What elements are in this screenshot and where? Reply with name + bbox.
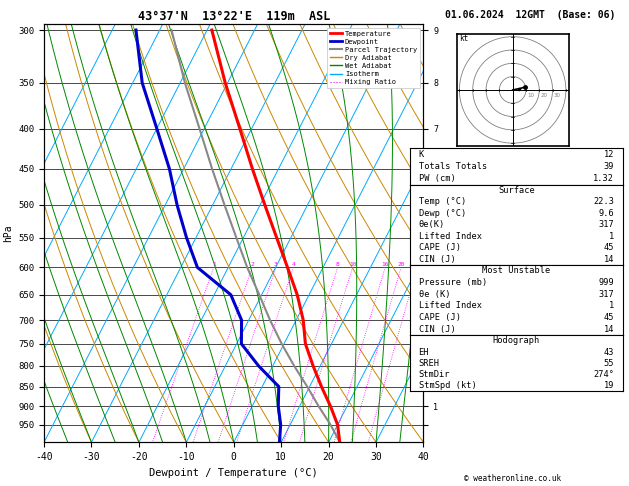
- Text: StmDir: StmDir: [419, 370, 450, 379]
- Text: 45: 45: [604, 243, 614, 252]
- Text: PW (cm): PW (cm): [419, 174, 455, 183]
- Text: 12: 12: [604, 150, 614, 159]
- Text: Temp (°C): Temp (°C): [419, 197, 466, 207]
- Text: 8: 8: [336, 262, 340, 267]
- Text: Totals Totals: Totals Totals: [419, 162, 487, 171]
- Text: SREH: SREH: [419, 359, 440, 368]
- Text: 55: 55: [604, 359, 614, 368]
- Text: 20: 20: [398, 262, 405, 267]
- Legend: Temperature, Dewpoint, Parcel Trajectory, Dry Adiabat, Wet Adiabat, Isotherm, Mi: Temperature, Dewpoint, Parcel Trajectory…: [327, 28, 420, 88]
- Text: θe (K): θe (K): [419, 290, 450, 299]
- Text: 999: 999: [598, 278, 614, 287]
- Text: 20: 20: [540, 92, 548, 98]
- Text: 10: 10: [527, 92, 534, 98]
- Y-axis label: hPa: hPa: [3, 225, 13, 242]
- Text: Pressure (mb): Pressure (mb): [419, 278, 487, 287]
- Text: kt: kt: [459, 34, 469, 43]
- Text: Lifted Index: Lifted Index: [419, 232, 482, 241]
- Text: Surface: Surface: [498, 186, 535, 195]
- Text: © weatheronline.co.uk: © weatheronline.co.uk: [464, 474, 561, 483]
- Text: 1.32: 1.32: [593, 174, 614, 183]
- Text: CIN (J): CIN (J): [419, 255, 455, 263]
- Text: K: K: [419, 150, 424, 159]
- Text: 25: 25: [414, 262, 421, 267]
- Text: 39: 39: [604, 162, 614, 171]
- Text: 19: 19: [604, 381, 614, 390]
- Text: Hodograph: Hodograph: [493, 336, 540, 346]
- Text: 9.6: 9.6: [598, 209, 614, 218]
- Text: CIN (J): CIN (J): [419, 325, 455, 334]
- Text: CAPE (J): CAPE (J): [419, 243, 460, 252]
- Text: θe(K): θe(K): [419, 220, 445, 229]
- Text: 4: 4: [291, 262, 295, 267]
- Text: 43: 43: [604, 347, 614, 357]
- Text: Lifted Index: Lifted Index: [419, 301, 482, 311]
- Text: 01.06.2024  12GMT  (Base: 06): 01.06.2024 12GMT (Base: 06): [445, 10, 615, 20]
- Text: Dewp (°C): Dewp (°C): [419, 209, 466, 218]
- Text: 3: 3: [274, 262, 278, 267]
- Text: EH: EH: [419, 347, 429, 357]
- Text: 14: 14: [604, 325, 614, 334]
- Y-axis label: km
ASL: km ASL: [451, 225, 470, 242]
- Text: CAPE (J): CAPE (J): [419, 313, 460, 322]
- Text: 1: 1: [609, 232, 614, 241]
- Text: Most Unstable: Most Unstable: [482, 266, 550, 275]
- Text: 22.3: 22.3: [593, 197, 614, 207]
- Title: 43°37'N  13°22'E  119m  ASL: 43°37'N 13°22'E 119m ASL: [138, 10, 330, 23]
- Text: 45: 45: [604, 313, 614, 322]
- Text: 14: 14: [604, 255, 614, 263]
- Text: 317: 317: [598, 290, 614, 299]
- Text: 274°: 274°: [593, 370, 614, 379]
- X-axis label: Dewpoint / Temperature (°C): Dewpoint / Temperature (°C): [149, 468, 318, 478]
- Text: 1: 1: [212, 262, 216, 267]
- Text: 1: 1: [609, 301, 614, 311]
- Text: 2: 2: [250, 262, 254, 267]
- Text: 10: 10: [349, 262, 357, 267]
- Text: StmSpd (kt): StmSpd (kt): [419, 381, 476, 390]
- Text: 16: 16: [381, 262, 389, 267]
- Text: 30: 30: [554, 92, 561, 98]
- Text: 317: 317: [598, 220, 614, 229]
